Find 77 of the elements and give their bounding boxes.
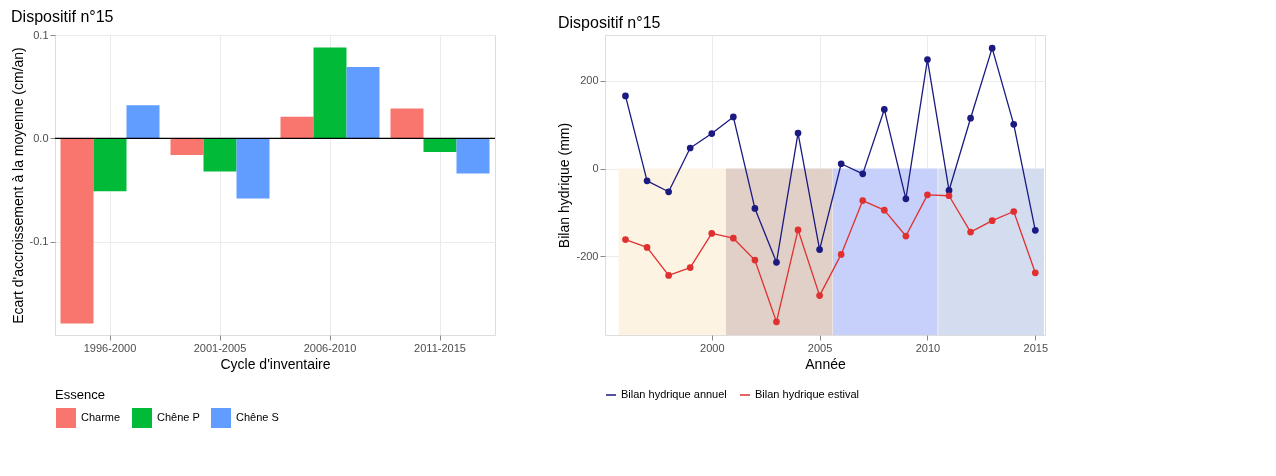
y-tick-label: 200 (580, 74, 599, 87)
legend-label: Bilan hydrique estival (755, 388, 859, 400)
legend-label: Chêne P (157, 411, 200, 423)
x-tick-label: 2001-2005 (193, 341, 247, 354)
point (794, 226, 802, 234)
point (859, 197, 867, 204)
point (708, 130, 716, 137)
point (837, 160, 845, 168)
point (1010, 121, 1018, 128)
point (622, 92, 629, 100)
bar (203, 138, 237, 172)
y-tick-label: 0.1 (33, 28, 49, 41)
point (794, 129, 802, 137)
point (686, 144, 694, 152)
bar (170, 138, 204, 155)
legend-label: Charme (81, 411, 121, 423)
point (924, 191, 931, 199)
y-tick-label: -200 (576, 249, 599, 262)
point (967, 114, 974, 122)
y-tick-label: 0 (592, 162, 599, 175)
point (880, 106, 888, 113)
point (880, 206, 888, 214)
y-axis-title: Ecart d'accroissement à la moyenne (cm/an) (9, 47, 26, 324)
point (1010, 208, 1018, 215)
x-tick-label: 2000 (700, 341, 725, 354)
bar (313, 47, 347, 139)
y-axis-title: Bilan hydrique (mm) (556, 122, 573, 249)
bar (236, 138, 270, 199)
point (708, 230, 716, 237)
bar (390, 108, 424, 139)
point (1031, 269, 1039, 277)
point (751, 205, 759, 212)
x-tick-label: 2011-2015 (414, 341, 466, 354)
point (751, 256, 759, 264)
x-tick-label: 2005 (807, 341, 833, 354)
point (665, 272, 672, 279)
legend-title: Essence (55, 387, 105, 402)
point (816, 246, 823, 253)
bar (346, 67, 380, 139)
x-tick-label: 2010 (915, 341, 941, 354)
point (988, 217, 996, 225)
point (902, 232, 910, 240)
point (773, 258, 780, 266)
x-tick-label: 2015 (1023, 341, 1049, 354)
point (643, 177, 651, 185)
point (967, 228, 974, 236)
point (773, 318, 780, 326)
point (859, 170, 867, 178)
point (729, 113, 737, 121)
point (1031, 226, 1039, 234)
point (837, 251, 845, 258)
bar (93, 138, 127, 192)
x-axis-title: Année (805, 355, 846, 372)
point (729, 234, 737, 242)
legend-label: Chêne S (236, 411, 279, 423)
bar (456, 138, 490, 174)
point (902, 195, 910, 203)
bar (423, 138, 457, 152)
point (816, 292, 823, 299)
legend-label: Bilan hydrique annuel (621, 388, 727, 400)
chart-title: Dispositif n°15 (557, 14, 661, 31)
point (945, 192, 953, 200)
y-tick-label: 0.0 (33, 131, 49, 144)
x-axis-title: Cycle d'inventaire (220, 355, 331, 372)
chart-title: Dispositif n°15 (11, 8, 114, 25)
bar (126, 105, 160, 139)
point (643, 244, 651, 251)
y-tick-label: -0.1 (29, 235, 49, 248)
point (622, 236, 629, 243)
point (924, 56, 931, 63)
bar (280, 116, 314, 139)
bar (60, 138, 94, 324)
x-tick-label: 1996-2000 (83, 341, 137, 354)
point (686, 264, 694, 271)
point (665, 188, 672, 196)
x-tick-label: 2006-2010 (303, 341, 357, 354)
point (988, 44, 996, 52)
